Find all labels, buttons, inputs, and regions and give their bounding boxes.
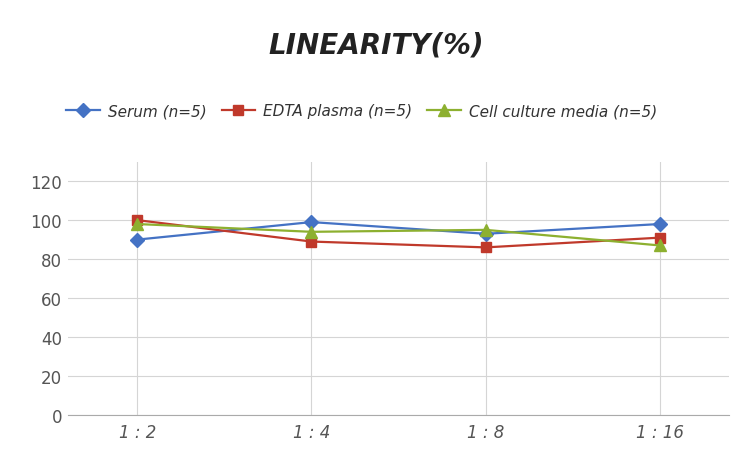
EDTA plasma (n=5) xyxy=(655,235,664,241)
Serum (n=5) xyxy=(655,222,664,227)
EDTA plasma (n=5) xyxy=(133,218,142,223)
Cell culture media (n=5) xyxy=(307,230,316,235)
Cell culture media (n=5) xyxy=(481,228,490,233)
Serum (n=5) xyxy=(307,220,316,226)
Text: LINEARITY(%): LINEARITY(%) xyxy=(268,32,484,60)
EDTA plasma (n=5) xyxy=(307,239,316,245)
Cell culture media (n=5) xyxy=(655,243,664,249)
Legend: Serum (n=5), EDTA plasma (n=5), Cell culture media (n=5): Serum (n=5), EDTA plasma (n=5), Cell cul… xyxy=(60,98,663,125)
EDTA plasma (n=5) xyxy=(481,245,490,251)
Cell culture media (n=5) xyxy=(133,222,142,227)
Line: Cell culture media (n=5): Cell culture media (n=5) xyxy=(132,219,666,252)
Serum (n=5) xyxy=(481,231,490,237)
Line: EDTA plasma (n=5): EDTA plasma (n=5) xyxy=(132,216,665,253)
Serum (n=5) xyxy=(133,237,142,243)
Line: Serum (n=5): Serum (n=5) xyxy=(132,218,665,245)
